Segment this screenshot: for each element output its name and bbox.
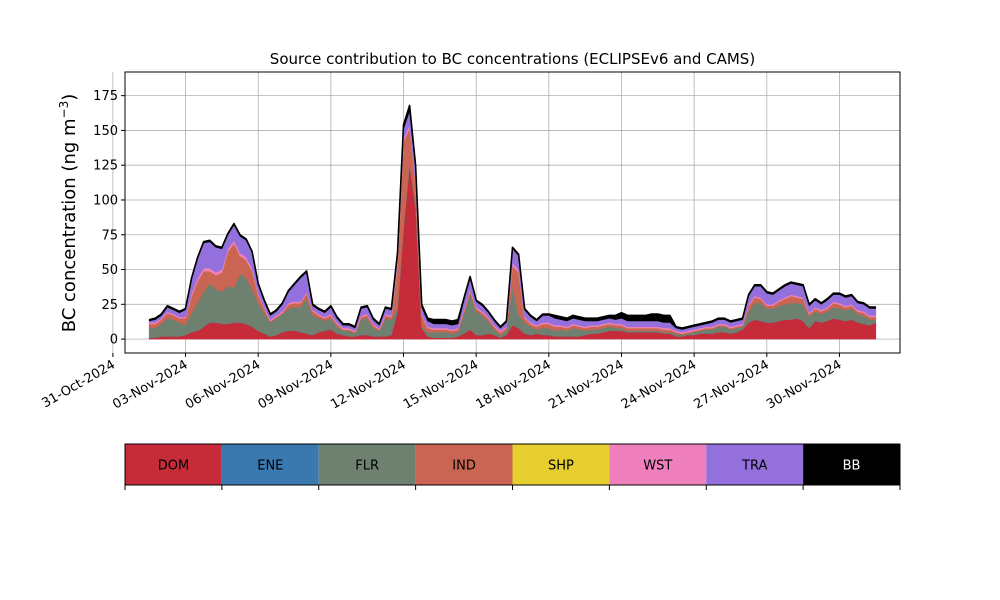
legend-label-bb: BB <box>843 459 861 474</box>
legend-label-dom: DOM <box>158 459 189 474</box>
legend-label-ene: ENE <box>257 459 283 474</box>
x-tick-label: 31-Oct-2024 <box>39 357 117 411</box>
x-tick-label: 09-Nov-2024 <box>256 357 336 412</box>
y-tick-label: 25 <box>101 298 118 313</box>
y-tick-label: 125 <box>93 159 118 174</box>
y-axis-label: BC concentration (ng m−3) <box>57 94 80 333</box>
legend-label-wst: WST <box>643 459 672 474</box>
legend-label-tra: TRA <box>741 459 767 474</box>
legend-label-flr: FLR <box>355 459 379 474</box>
x-tick-label: 21-Nov-2024 <box>546 357 626 412</box>
y-tick-label: 50 <box>101 263 118 278</box>
legend-label-shp: SHP <box>548 459 574 474</box>
chart-title: Source contribution to BC concentrations… <box>270 50 755 68</box>
x-tick-label: 30-Nov-2024 <box>764 357 844 412</box>
x-tick-label: 27-Nov-2024 <box>692 357 772 412</box>
legend-swatch-tra <box>706 444 804 485</box>
legend-swatch-bb <box>803 444 900 485</box>
legend-label-ind: IND <box>452 459 476 474</box>
y-tick-label: 100 <box>93 193 118 208</box>
x-tick-label: 18-Nov-2024 <box>474 357 554 412</box>
x-tick-label: 12-Nov-2024 <box>328 357 408 412</box>
legend-swatch-dom <box>125 444 222 485</box>
plot-area-frame <box>124 71 901 354</box>
y-tick-label: 75 <box>101 228 118 243</box>
axis-ticks: 0 25 50 75 100 125 150 175 31-Oct-202403-Nov-202… <box>39 89 844 412</box>
total-line <box>149 104 876 329</box>
x-tick-label: 03-Nov-2024 <box>110 357 190 412</box>
legend-colorbar: DOM ENE FLR IND SHP WST TRA BB <box>124 443 901 490</box>
stacked-areas <box>148 104 877 340</box>
y-tick-label: 150 <box>93 124 118 139</box>
y-tick-label: 0 <box>110 333 118 348</box>
legend-swatch-ind <box>415 444 513 485</box>
legend-swatch-ene <box>221 444 319 485</box>
x-tick-label: 24-Nov-2024 <box>619 357 699 412</box>
legend-swatch-shp <box>512 444 610 485</box>
x-tick-label: 15-Nov-2024 <box>401 357 481 412</box>
legend-swatch-wst <box>609 444 707 485</box>
legend-swatch-flr <box>318 444 416 485</box>
x-tick-label: 06-Nov-2024 <box>183 357 263 412</box>
y-tick-label: 175 <box>93 89 118 104</box>
